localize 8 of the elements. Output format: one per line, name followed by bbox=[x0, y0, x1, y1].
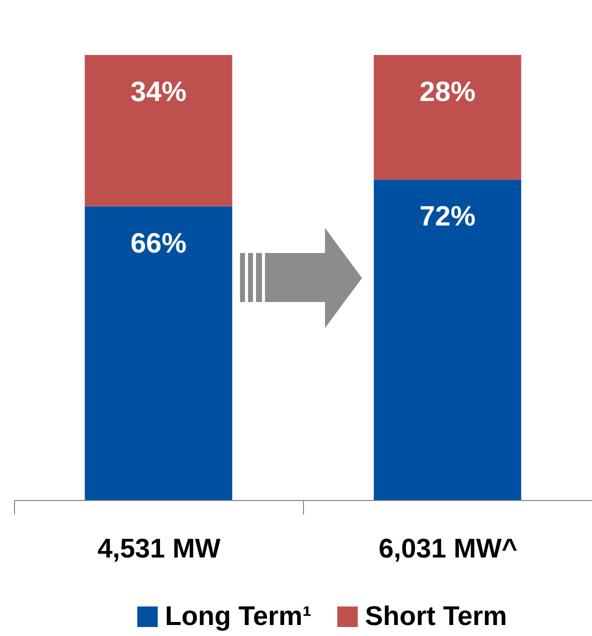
x-tick-label: 6,031 MW^ bbox=[378, 534, 518, 564]
data-label: 28% bbox=[419, 76, 476, 107]
legend-label: Long Term¹ bbox=[165, 600, 312, 631]
data-label: 34% bbox=[130, 76, 187, 107]
data-label: 72% bbox=[419, 200, 476, 232]
data-label: 66% bbox=[130, 227, 187, 258]
legend-label: Short Term bbox=[365, 600, 508, 631]
x-tick-label: 4,531 MW bbox=[97, 534, 222, 564]
